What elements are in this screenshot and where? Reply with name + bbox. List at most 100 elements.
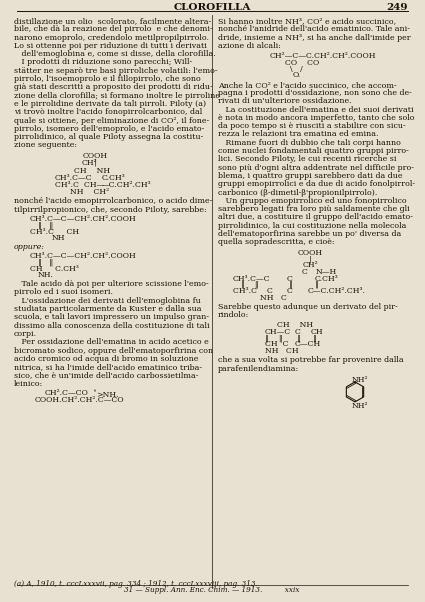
Text: Anche la CO² e l'acido succinico, che accom-: Anche la CO² e l'acido succinico, che ac… bbox=[218, 81, 397, 88]
Text: zione seguente:: zione seguente: bbox=[14, 141, 77, 149]
Text: come nuclei fondamentali quattro gruppi pirro-: come nuclei fondamentali quattro gruppi … bbox=[218, 147, 409, 155]
Text: C: C bbox=[295, 328, 301, 337]
Text: dride, insieme a NH³, si ha anche dall'imide per: dride, insieme a NH³, si ha anche dall'i… bbox=[218, 34, 411, 42]
Text: C: C bbox=[287, 275, 293, 283]
Text: ‖: ‖ bbox=[315, 281, 319, 289]
Text: vi trovò inoltre l'acido fonopirrolcarbonico, dal: vi trovò inoltre l'acido fonopirrolcarbo… bbox=[14, 108, 202, 116]
Text: ‖    ‖: ‖ ‖ bbox=[241, 281, 259, 289]
Text: Si hanno inoltre NH³, CO² e acido succinico,: Si hanno inoltre NH³, CO² e acido succin… bbox=[218, 17, 396, 25]
Text: ‖   ‖: ‖ ‖ bbox=[38, 258, 53, 266]
Text: altri due, a costituire il gruppo dell'acido emato-: altri due, a costituire il gruppo dell'a… bbox=[218, 214, 413, 222]
Text: I prodotti di riduzione sono parecchi; Will-: I prodotti di riduzione sono parecchi; W… bbox=[14, 58, 192, 66]
Text: rivati di un'ulteriore ossidazione.: rivati di un'ulteriore ossidazione. bbox=[218, 98, 351, 105]
Text: Un gruppo emopirrolico ed uno fonopirrolico: Un gruppo emopirrolico ed uno fonopirrol… bbox=[218, 197, 407, 205]
Text: (a) A, 1910, t. cccLxxxvii, pag. 334 ; 1912, t. cccLxxxviii, pag. 313.: (a) A, 1910, t. cccLxxxvii, pag. 334 ; 1… bbox=[14, 580, 258, 588]
Text: CH³.C—C—CH².CH².COOH: CH³.C—C—CH².CH².COOH bbox=[30, 252, 137, 259]
Text: leinico:: leinico: bbox=[14, 380, 43, 388]
Text: sico, che è un'imide dell'acido carbossietilma-: sico, che è un'imide dell'acido carbossi… bbox=[14, 371, 198, 379]
Text: sono più d'ogni altra addentrate nel difficile pro-: sono più d'ogni altra addentrate nel dif… bbox=[218, 164, 414, 172]
Text: CH³.C—C—CH².CH².COOH: CH³.C—C—CH².CH².COOH bbox=[30, 215, 137, 223]
Text: COOH.CH².CH².C—CO: COOH.CH².CH².C—CO bbox=[35, 396, 125, 404]
Text: ‖    ‖: ‖ ‖ bbox=[265, 334, 283, 343]
Text: nonché l'acido emopirrolcarbonico, o acido dime-: nonché l'acido emopirrolcarbonico, o aci… bbox=[14, 197, 212, 205]
Text: già stati descritti a proposito dei prodotti di ridu-: già stati descritti a proposito dei prod… bbox=[14, 84, 212, 92]
Text: bicromato sodico, oppure dell'ematoporfirina con: bicromato sodico, oppure dell'ematoporfi… bbox=[14, 347, 213, 355]
Text: Per ossidazione dell'ematina in acido acetico e: Per ossidazione dell'ematina in acido ac… bbox=[14, 338, 209, 346]
Text: |: | bbox=[309, 256, 311, 264]
Text: CH: CH bbox=[311, 328, 323, 337]
Text: NH²: NH² bbox=[352, 376, 368, 384]
Text: dissimo alla conoscenza della costituzione di tali: dissimo alla conoscenza della costituzio… bbox=[14, 321, 210, 330]
Text: zione della clorofilla; si formano inoltre le pirroline: zione della clorofilla; si formano inolt… bbox=[14, 92, 220, 100]
Text: tilpirrilpropionico, che, secondo Piloty, sarebbe:: tilpirrilpropionico, che, secondo Piloty… bbox=[14, 206, 207, 214]
Text: C.CH³: C.CH³ bbox=[102, 175, 126, 182]
Text: CH²: CH² bbox=[302, 261, 318, 268]
Text: NH.: NH. bbox=[38, 271, 54, 279]
Text: stätter ne separò tre basi pirroliche volatili: l'emo-: stätter ne separò tre basi pirroliche vo… bbox=[14, 67, 218, 75]
Text: rindolo:: rindolo: bbox=[218, 311, 249, 319]
Text: da poco tempo si è riusciti a stabilire con sicu-: da poco tempo si è riusciti a stabilire … bbox=[218, 122, 405, 130]
Text: >NH.: >NH. bbox=[96, 391, 119, 399]
Text: La costituzione dell'ematina e dei suoi derivati: La costituzione dell'ematina e dei suoi … bbox=[218, 105, 414, 114]
Text: pirrolidinico, la cui costituzione nella molecola: pirrolidinico, la cui costituzione nella… bbox=[218, 222, 406, 230]
Text: O.: O. bbox=[293, 70, 301, 79]
Text: C: C bbox=[287, 287, 293, 295]
Text: pirrolo, isomero dell'emoprolo, e l'acido emato-: pirrolo, isomero dell'emoprolo, e l'acid… bbox=[14, 125, 204, 133]
Text: CH³.C—C: CH³.C—C bbox=[233, 275, 271, 283]
Text: COOH: COOH bbox=[82, 152, 108, 160]
Text: NH    CH²: NH CH² bbox=[70, 188, 109, 196]
Text: pirrolidinico, al quale Piloty assegna la costitu-: pirrolidinico, al quale Piloty assegna l… bbox=[14, 133, 203, 141]
Text: CH²: CH² bbox=[81, 160, 97, 167]
Text: gruppi emopirrolici e da due di acido fonolpirrol-: gruppi emopirrolici e da due di acido fo… bbox=[218, 181, 415, 188]
Text: lici. Secondo Piloty, le cui recenti ricerche si: lici. Secondo Piloty, le cui recenti ric… bbox=[218, 155, 397, 163]
Text: è nota in modo ancora imperfetto, tanto che solo: è nota in modo ancora imperfetto, tanto … bbox=[218, 114, 414, 122]
Text: Sarebbe questo adunque un derivato del pir-: Sarebbe questo adunque un derivato del p… bbox=[218, 303, 398, 311]
Text: scuola, e tali lavori impressero un impulso gran-: scuola, e tali lavori impressero un impu… bbox=[14, 314, 209, 321]
Text: ‖: ‖ bbox=[313, 334, 317, 343]
Text: 249: 249 bbox=[386, 3, 408, 12]
Text: pirrolo, l'isoemoprolo e il fillopirrolo, che sono: pirrolo, l'isoemoprolo e il fillopirrolo… bbox=[14, 75, 201, 83]
Text: narono emoprolo, credendolo metilpropilpirrolo.: narono emoprolo, credendolo metilpropilp… bbox=[14, 34, 209, 42]
Text: acido cromico od acqua di bromo in soluzione: acido cromico od acqua di bromo in soluz… bbox=[14, 355, 198, 363]
Text: sarebbero legati fra loro più saldamente che gli: sarebbero legati fra loro più saldamente… bbox=[218, 205, 410, 213]
Text: N—H: N—H bbox=[316, 268, 337, 276]
Text: oppure:: oppure: bbox=[14, 243, 45, 252]
Text: ‖: ‖ bbox=[297, 334, 301, 343]
Text: CH³.C  CH—: CH³.C CH— bbox=[55, 181, 105, 189]
Text: CH  C: CH C bbox=[265, 340, 289, 349]
Text: ‖: ‖ bbox=[289, 281, 293, 289]
Text: CH²—C—C.CH².CH².COOH: CH²—C—C.CH².CH².COOH bbox=[270, 52, 377, 60]
Text: CLOROFILLA: CLOROFILLA bbox=[173, 3, 251, 12]
Text: dell'ematoporfirina sarebbe un po' diversa da: dell'ematoporfirina sarebbe un po' diver… bbox=[218, 230, 401, 238]
Text: 31 — Suppl. Ann. Enc. Chim. — 1913.          xxix: 31 — Suppl. Ann. Enc. Chim. — 1913. xxix bbox=[124, 586, 300, 594]
Text: nitrica, si ha l'imide dell'acido ematinico triba-: nitrica, si ha l'imide dell'acido ematin… bbox=[14, 363, 202, 371]
Text: e le pirrolidine derivate da tali pirroli. Piloty (a): e le pirrolidine derivate da tali pirrol… bbox=[14, 100, 206, 108]
Text: C—C.CH².CH³.: C—C.CH².CH³. bbox=[308, 287, 366, 295]
Text: \   /: \ / bbox=[290, 65, 303, 73]
Text: quella sopradescritta, e cioè:: quella sopradescritta, e cioè: bbox=[218, 238, 334, 246]
Text: L'ossidazione dei derivati dell'emoglobina fu: L'ossidazione dei derivati dell'emoglobi… bbox=[14, 297, 201, 305]
Text: COOH: COOH bbox=[298, 249, 323, 256]
Text: CH—C: CH—C bbox=[265, 328, 291, 337]
Text: |: | bbox=[94, 158, 96, 166]
Text: quale si ottiene, per eliminazione di CO², il fone-: quale si ottiene, per eliminazione di CO… bbox=[14, 117, 209, 125]
Text: bile, che dà la reazione del pirrolo  e che denomi-: bile, che dà la reazione del pirrolo e c… bbox=[14, 25, 212, 33]
Text: pagna i prodotti d'ossidazione, non sono che de-: pagna i prodotti d'ossidazione, non sono… bbox=[218, 89, 412, 97]
Text: NH: NH bbox=[52, 234, 65, 243]
Text: parafenilendiamina:: parafenilendiamina: bbox=[218, 365, 299, 373]
Text: CH³.C     CH: CH³.C CH bbox=[30, 228, 79, 236]
Text: C.CH³: C.CH³ bbox=[315, 275, 339, 283]
Text: NH   CH: NH CH bbox=[265, 347, 299, 355]
Text: Tale acido dà poi per ulteriore scissione l'emo-: Tale acido dà poi per ulteriore scission… bbox=[14, 280, 209, 288]
Text: C—CH: C—CH bbox=[295, 340, 321, 349]
Text: rezza le relazioni tra ematina ed emina.: rezza le relazioni tra ematina ed emina. bbox=[218, 131, 379, 138]
Text: NH   C: NH C bbox=[260, 294, 287, 302]
Text: azione di alcali:: azione di alcali: bbox=[218, 42, 281, 50]
Text: NH²: NH² bbox=[352, 402, 368, 410]
Text: C: C bbox=[302, 268, 308, 276]
Text: CH     C.CH³: CH C.CH³ bbox=[30, 265, 79, 273]
Text: —C.CH².CH³: —C.CH².CH³ bbox=[102, 181, 152, 189]
Text: CO    CO: CO CO bbox=[285, 59, 319, 67]
Text: blema, i quattro gruppi sarebbero dati da due: blema, i quattro gruppi sarebbero dati d… bbox=[218, 172, 402, 180]
Text: CH    NH: CH NH bbox=[74, 167, 110, 175]
